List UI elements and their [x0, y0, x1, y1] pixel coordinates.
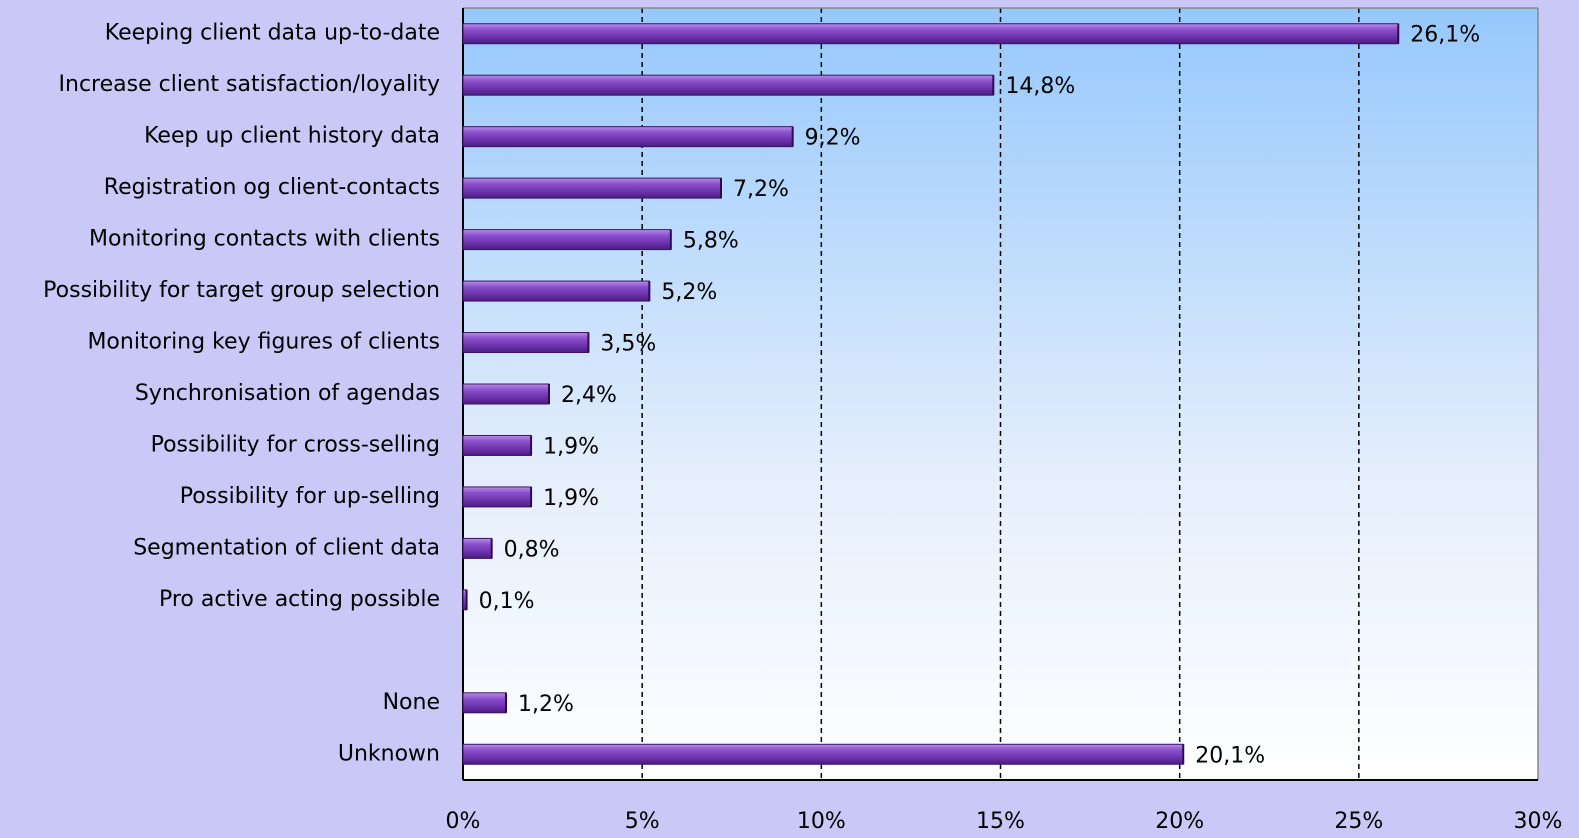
bar: [462, 332, 589, 354]
data-label: 2,4%: [561, 383, 617, 408]
data-label: 1,9%: [543, 486, 599, 511]
bar: [462, 743, 1184, 765]
y-tick-label: Monitoring key figures of clients: [87, 330, 440, 355]
x-tick-label: 5%: [625, 809, 660, 834]
y-tick-label: Segmentation of client data: [133, 535, 440, 560]
x-tick-label: 30%: [1514, 809, 1563, 834]
data-label: 14,8%: [1005, 74, 1075, 99]
data-label: 7,2%: [733, 177, 789, 202]
data-label: 1,2%: [518, 692, 574, 717]
y-tick-label: Pro active acting possible: [159, 587, 440, 612]
data-label: 20,1%: [1195, 743, 1265, 768]
y-tick-label: Registration og client-contacts: [104, 175, 440, 200]
y-tick-label: None: [383, 690, 440, 715]
data-label: 9,2%: [805, 126, 861, 151]
y-tick-label: Synchronisation of agendas: [135, 381, 440, 406]
data-label: 26,1%: [1410, 23, 1480, 48]
bar: [462, 280, 650, 302]
bar: [462, 126, 794, 148]
x-tick-label: 25%: [1334, 809, 1383, 834]
x-tick-label: 20%: [1155, 809, 1204, 834]
x-tick-label: 15%: [976, 809, 1025, 834]
y-tick-label: Keeping client data up-to-date: [105, 21, 440, 46]
y-tick-label: Possibility for up-selling: [180, 484, 440, 509]
bar: [462, 537, 493, 559]
bar: [462, 23, 1399, 45]
plot-area: [463, 8, 1538, 780]
bar: [462, 229, 672, 251]
y-tick-label: Keep up client history data: [144, 124, 440, 149]
y-tick-label: Increase client satisfaction/loyality: [59, 72, 440, 97]
bar: [462, 177, 722, 199]
data-label: 1,9%: [543, 434, 599, 459]
x-tick-label: 0%: [446, 809, 481, 834]
data-label: 5,8%: [683, 229, 739, 254]
bar: [462, 486, 532, 508]
y-tick-label: Unknown: [338, 741, 440, 766]
data-label: 0,8%: [504, 537, 560, 562]
y-tick-label: Possibility for cross-selling: [151, 432, 440, 457]
y-tick-label: Possibility for target group selection: [43, 278, 440, 303]
x-tick-label: 10%: [797, 809, 846, 834]
bar: [462, 383, 550, 405]
data-label: 5,2%: [661, 280, 717, 305]
data-label: 0,1%: [479, 589, 535, 614]
data-label: 3,5%: [600, 332, 656, 357]
bar: [462, 74, 994, 96]
y-tick-label: Monitoring contacts with clients: [89, 227, 440, 252]
bar: [462, 434, 532, 456]
bar: [462, 692, 507, 714]
